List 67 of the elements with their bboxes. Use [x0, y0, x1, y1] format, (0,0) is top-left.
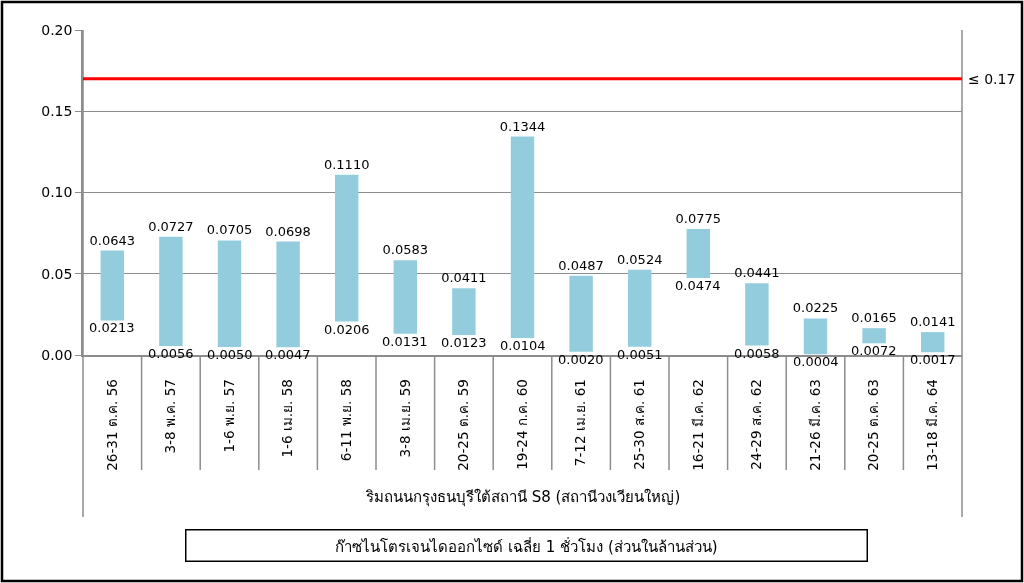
bar — [920, 332, 945, 353]
annotation: 0.0474 — [675, 278, 721, 293]
data-label: 0.0165 — [851, 310, 897, 326]
x-tick-label: 3-8 พ.ค. 57 — [162, 379, 179, 454]
y-tick-label: 0.20 — [41, 21, 73, 38]
bar — [334, 174, 359, 322]
data-label: 0.0141 — [909, 314, 956, 330]
annotation: 0.0051 — [617, 347, 663, 362]
annotation: 0.0072 — [851, 343, 897, 358]
x-tick-label: 7-12 เม.ย. 61 — [572, 379, 589, 467]
data-label: 0.0411 — [441, 270, 487, 286]
data-label: 0.1344 — [499, 118, 546, 134]
x-tick-label: 20-25 ต.ค. 59 — [455, 379, 472, 471]
data-label: 0.0643 — [89, 232, 136, 248]
y-tick-label: 0.00 — [41, 346, 73, 363]
annotation: 0.0050 — [207, 347, 253, 362]
data-label: 0.0727 — [148, 218, 194, 234]
bar — [159, 236, 183, 346]
x-axis-title: ริมถนนกรุงธนบุรีใต้สถานี S8 (สถานีวงเวียนใหญ่) — [365, 488, 681, 507]
data-label: 0.0583 — [382, 242, 429, 258]
x-tick-label: 24-29 ส.ค. 62 — [748, 379, 765, 470]
annotation: 0.0058 — [734, 346, 780, 361]
bar — [100, 250, 125, 321]
bar — [803, 318, 828, 355]
annotation: 0.0020 — [558, 352, 604, 367]
annotation: 0.0131 — [382, 334, 428, 349]
bar — [217, 240, 242, 347]
ref-line-label: ≤ 0.17 — [968, 71, 1016, 87]
bar — [745, 283, 769, 346]
data-label: 0.0225 — [792, 300, 839, 316]
y-tick-label: 0.10 — [41, 184, 73, 201]
data-label: 0.0487 — [558, 257, 604, 273]
data-label: 0.0441 — [734, 265, 780, 281]
bar — [510, 136, 535, 339]
bar — [569, 275, 593, 352]
bar — [276, 241, 300, 348]
y-tick-label: 0.05 — [41, 265, 73, 282]
x-tick-label: 19-24 ก.ค. 60 — [513, 379, 530, 470]
annotation: 0.0056 — [148, 346, 194, 361]
data-label: 0.0524 — [616, 251, 663, 267]
x-tick-label: 1-6 เม.ย. 58 — [279, 379, 296, 458]
bar — [862, 328, 886, 344]
annotation: 0.0004 — [793, 354, 839, 369]
x-tick-label: 3-8 เม.ย. 59 — [396, 379, 413, 458]
x-tick-label: 1-6 พ.ย. 57 — [220, 379, 237, 453]
data-label: 0.1110 — [323, 156, 370, 172]
x-tick-label: 6-11 พ.ย. 58 — [338, 379, 355, 462]
x-tick-label: 16-21 มี.ค. 62 — [689, 379, 706, 471]
x-tick-label: 21-26 มี.ค. 63 — [806, 379, 823, 471]
x-tick-label: 20-25 ต.ค. 63 — [865, 379, 882, 471]
data-label: 0.0705 — [206, 222, 253, 238]
y-tick-label: 0.15 — [41, 103, 73, 120]
annotation: 0.0206 — [324, 322, 370, 337]
annotation: 0.0047 — [265, 347, 311, 362]
annotation: 0.0104 — [500, 338, 546, 353]
data-label: 0.0775 — [675, 211, 722, 227]
bar — [627, 269, 652, 347]
bar — [393, 260, 418, 334]
bar — [452, 288, 476, 336]
x-tick-label: 25-30 ส.ค. 61 — [631, 379, 648, 470]
x-tick-label: 13-18 มี.ค. 64 — [924, 379, 941, 471]
x-tick-label: 26-31 ต.ค. 56 — [103, 379, 120, 471]
bar — [686, 229, 711, 278]
text: ก๊าซไนโตรเจนไดออกไซด์ เฉลี่ย 1 ชั่วโมง (ส่วนในล้านส่วน) — [335, 535, 718, 556]
annotation: 0.0123 — [441, 335, 487, 350]
data-label: 0.0698 — [265, 223, 311, 239]
annotation: 0.0017 — [910, 352, 956, 367]
